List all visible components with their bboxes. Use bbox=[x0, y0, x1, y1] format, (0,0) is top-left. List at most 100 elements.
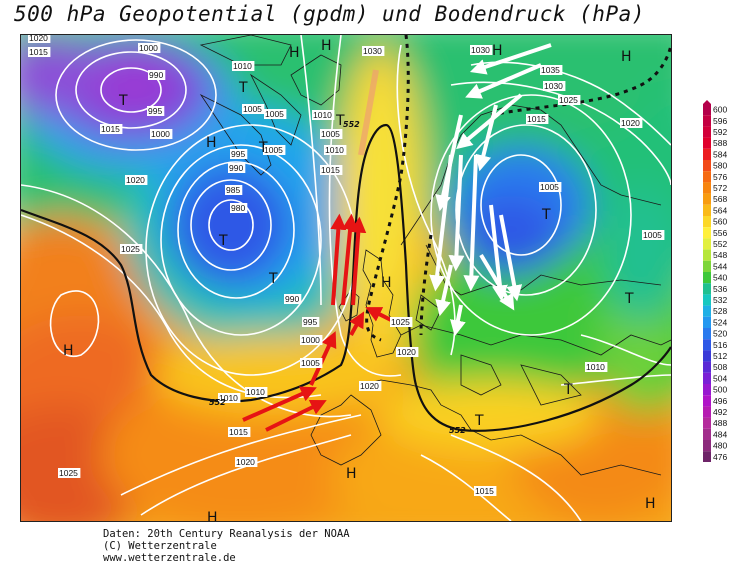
pressure-label-bg bbox=[470, 45, 493, 55]
pressure-label: 1025 bbox=[559, 95, 578, 105]
pressure-label-bg bbox=[312, 110, 335, 120]
high-pressure-label: H bbox=[621, 49, 632, 65]
pressure-label: 1005 bbox=[540, 182, 559, 192]
pressure-label-bg bbox=[120, 244, 143, 254]
pressure-label-bg bbox=[264, 109, 287, 119]
scale-label: 564 bbox=[713, 205, 727, 215]
pressure-label-bg bbox=[284, 294, 302, 304]
pressure-label: 1005 bbox=[301, 358, 320, 368]
scale-label: 548 bbox=[713, 250, 727, 260]
pressure-label-bg bbox=[558, 95, 581, 105]
scale-swatch bbox=[703, 238, 711, 250]
faded-warm-arrow bbox=[358, 69, 379, 156]
high-pressure-label: H bbox=[207, 510, 218, 521]
scale-swatch bbox=[703, 126, 711, 138]
scale-swatch bbox=[703, 350, 711, 362]
pressure-center-labels: H T T H T T T T T H H H H T H T T H H H bbox=[63, 38, 656, 521]
pressure-label: 1000 bbox=[151, 129, 170, 139]
scale-label: 572 bbox=[713, 183, 727, 193]
pressure-label: 1015 bbox=[527, 114, 546, 124]
scale-label: 556 bbox=[713, 228, 727, 238]
pressure-label: 990 bbox=[149, 70, 163, 80]
scale-label: 512 bbox=[713, 351, 727, 361]
scale-label: 540 bbox=[713, 273, 727, 283]
scale-swatch bbox=[703, 305, 711, 317]
scale-swatch bbox=[703, 283, 711, 295]
scale-label: 580 bbox=[713, 161, 727, 171]
scale-swatch bbox=[703, 249, 711, 261]
scale-label: 544 bbox=[713, 261, 727, 271]
pressure-label-bg bbox=[543, 81, 566, 91]
pressure-label: 1020 bbox=[29, 35, 48, 43]
scale-label: 560 bbox=[713, 217, 727, 227]
pressure-label: 1020 bbox=[397, 347, 416, 357]
pressure-label-bg bbox=[320, 129, 343, 139]
pressure-label-bg bbox=[150, 129, 173, 139]
high-pressure-label: H bbox=[206, 135, 217, 151]
pressure-label: 1005 bbox=[321, 129, 340, 139]
scale-swatch bbox=[703, 451, 711, 462]
scale-swatch bbox=[703, 260, 711, 272]
pressure-label-bg bbox=[58, 468, 81, 478]
low-pressure-label: T bbox=[258, 140, 268, 156]
pressure-label-bg bbox=[218, 393, 241, 403]
pressure-label: 1030 bbox=[544, 81, 563, 91]
pressure-label: 1020 bbox=[621, 118, 640, 128]
geopotential-labels: 552 552 552 bbox=[209, 120, 466, 435]
scale-label: 492 bbox=[713, 407, 727, 417]
pressure-label: 1000 bbox=[301, 335, 320, 345]
pressure-label-bg bbox=[300, 335, 323, 345]
pressure-label: 1020 bbox=[236, 457, 255, 467]
scale-label: 588 bbox=[713, 138, 727, 148]
pressure-label: 985 bbox=[226, 185, 240, 195]
scale-swatch bbox=[703, 406, 711, 418]
scale-cap-top bbox=[703, 100, 711, 104]
pressure-label: 1015 bbox=[29, 47, 48, 57]
pressure-label-bg bbox=[300, 358, 323, 368]
scale-swatch bbox=[703, 384, 711, 396]
low-pressure-label: T bbox=[335, 113, 345, 129]
scale-label: 480 bbox=[713, 441, 727, 451]
scale-label: 504 bbox=[713, 373, 727, 383]
scale-label: 484 bbox=[713, 429, 727, 439]
scale-swatch bbox=[703, 137, 711, 149]
scale-label: 592 bbox=[713, 127, 727, 137]
pressure-label-bg bbox=[230, 149, 248, 159]
scale-label: 488 bbox=[713, 418, 727, 428]
scale-label: 596 bbox=[713, 116, 727, 126]
pressure-label: 1025 bbox=[391, 317, 410, 327]
weather-map: 1020 1015 1000 990 1000 1010 1005 1005 995 1005 10… bbox=[20, 34, 672, 522]
scale-swatch bbox=[703, 182, 711, 194]
pressure-label: 1035 bbox=[541, 65, 560, 75]
pressure-label-bg bbox=[228, 427, 251, 437]
pressure-label: 1005 bbox=[264, 145, 283, 155]
scale-label: 536 bbox=[713, 284, 727, 294]
pressure-label-bg bbox=[228, 163, 246, 173]
footer: Daten: 20th Century Reanalysis der NOAA … bbox=[103, 528, 350, 564]
scale-label: 500 bbox=[713, 385, 727, 395]
pressure-label: 1005 bbox=[243, 104, 262, 114]
pressure-label: 995 bbox=[231, 149, 245, 159]
pressure-label-bg bbox=[585, 362, 608, 372]
pressure-label: 980 bbox=[231, 203, 245, 213]
low-pressure-label: T bbox=[218, 233, 228, 249]
low-pressure-label: T bbox=[268, 271, 278, 287]
scale-label: 600 bbox=[713, 105, 727, 115]
scale-swatch bbox=[703, 193, 711, 205]
pressure-label-bg bbox=[230, 203, 248, 213]
high-pressure-label: H bbox=[321, 38, 332, 54]
pressure-label-bg bbox=[320, 165, 343, 175]
scale-swatch bbox=[703, 294, 711, 306]
geopotential-contour-label: 552 bbox=[449, 426, 466, 435]
pressure-label: 1010 bbox=[313, 110, 332, 120]
scale-swatch bbox=[703, 104, 711, 116]
pressure-label: 1005 bbox=[265, 109, 284, 119]
pressure-label: 1015 bbox=[229, 427, 248, 437]
scale-label: 576 bbox=[713, 172, 727, 182]
scale-swatch bbox=[703, 395, 711, 407]
pressure-label: 1015 bbox=[101, 124, 120, 134]
pressure-label: 990 bbox=[229, 163, 243, 173]
low-pressure-label: T bbox=[563, 382, 573, 398]
pressure-label: 1020 bbox=[360, 381, 379, 391]
scale-label: 524 bbox=[713, 317, 727, 327]
